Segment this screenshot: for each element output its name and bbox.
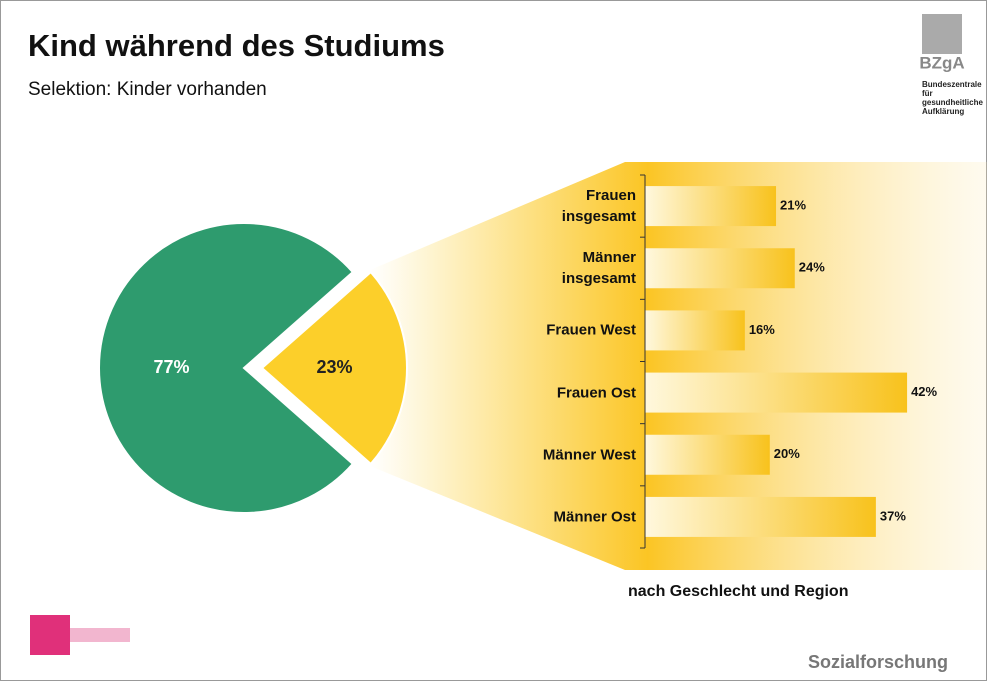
pie-slice [98, 222, 355, 514]
partner-logo [30, 615, 70, 655]
x-axis-label: nach Geschlecht und Region [628, 583, 849, 600]
category-label: Frauen West [546, 321, 636, 339]
category-label: Männer West [542, 446, 636, 464]
value-label: 21% [780, 198, 806, 213]
category-label: Männer insgesamt [561, 249, 636, 288]
value-label: 20% [774, 446, 800, 461]
value-label: 42% [911, 384, 937, 399]
subtitle: Selektion: Kinder vorhanden [28, 79, 267, 100]
value-label: 16% [749, 322, 775, 337]
category-label: Männer Ost [553, 508, 636, 526]
bar [645, 372, 908, 413]
logo-name: BZgA [919, 53, 964, 72]
bar [645, 186, 777, 227]
pie-slice [260, 270, 408, 466]
slice-label: 23% [316, 357, 352, 377]
value-label: 37% [880, 508, 906, 523]
slice-label: 77% [153, 357, 189, 377]
value-label: 24% [799, 260, 825, 275]
bar [645, 434, 770, 475]
connector-band [370, 162, 987, 570]
logo-box [922, 14, 962, 54]
bar [645, 248, 795, 289]
title: Kind während des Studiums [28, 28, 445, 63]
category-label: Frauen Ost [556, 384, 636, 402]
category-label: Frauen insgesamt [561, 187, 636, 226]
bar [645, 496, 876, 537]
footer: Sozialforschung [808, 652, 949, 672]
logo-text: Bundeszentrale für gesundheitliche Aufkl… [922, 80, 983, 116]
bar [645, 310, 745, 351]
partner-logo-text [70, 628, 130, 642]
